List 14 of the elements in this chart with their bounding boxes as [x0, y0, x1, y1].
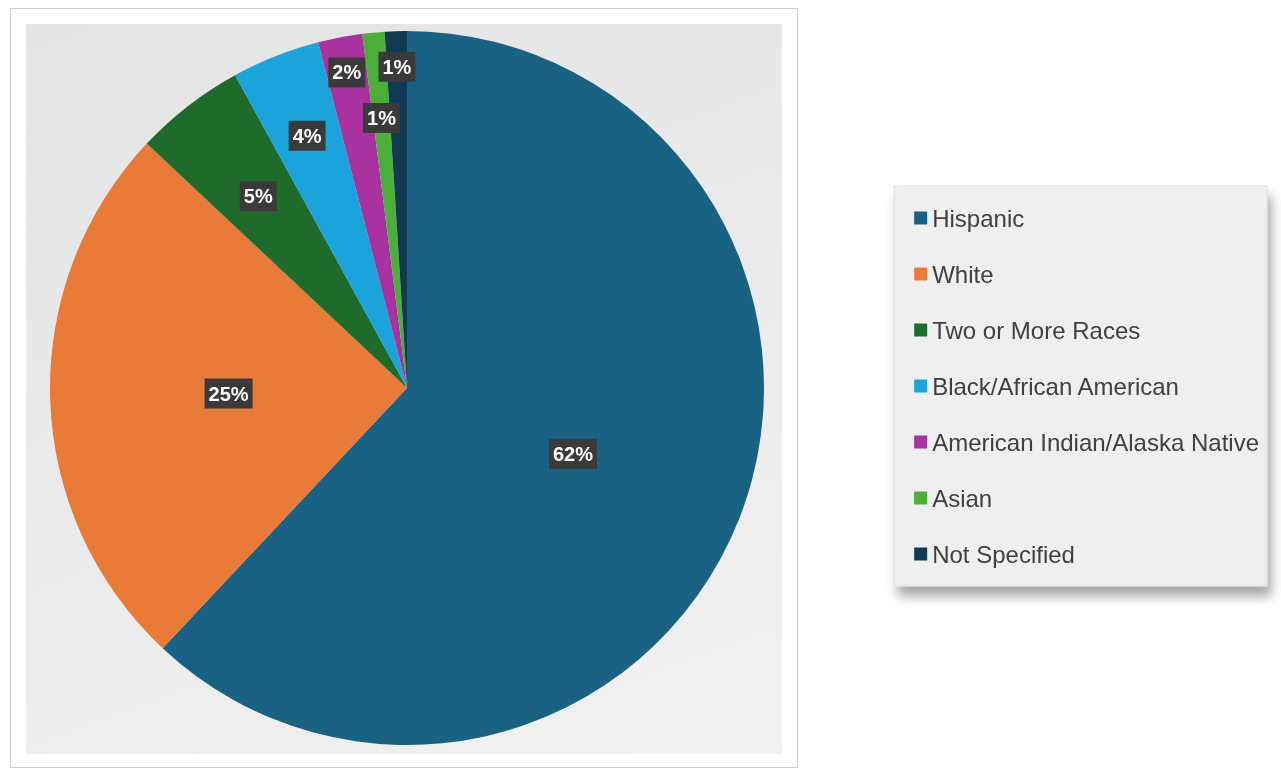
legend-label: Black/African American	[932, 372, 1179, 400]
data-label: 25%	[208, 382, 249, 405]
data-label: 1%	[382, 55, 412, 78]
legend-label: Not Specified	[932, 540, 1075, 568]
legend-label: White	[932, 260, 994, 288]
data-label: 1%	[367, 106, 397, 129]
legend-label: Two or More Races	[932, 316, 1141, 344]
data-label: 62%	[552, 442, 594, 465]
legend-label: Hispanic	[932, 204, 1025, 232]
legend-label: American Indian/Alaska Native	[932, 428, 1259, 456]
data-label: 4%	[292, 124, 322, 147]
data-label: 5%	[243, 185, 273, 208]
data-label: 2%	[332, 61, 362, 84]
legend-label: Asian	[932, 484, 993, 512]
